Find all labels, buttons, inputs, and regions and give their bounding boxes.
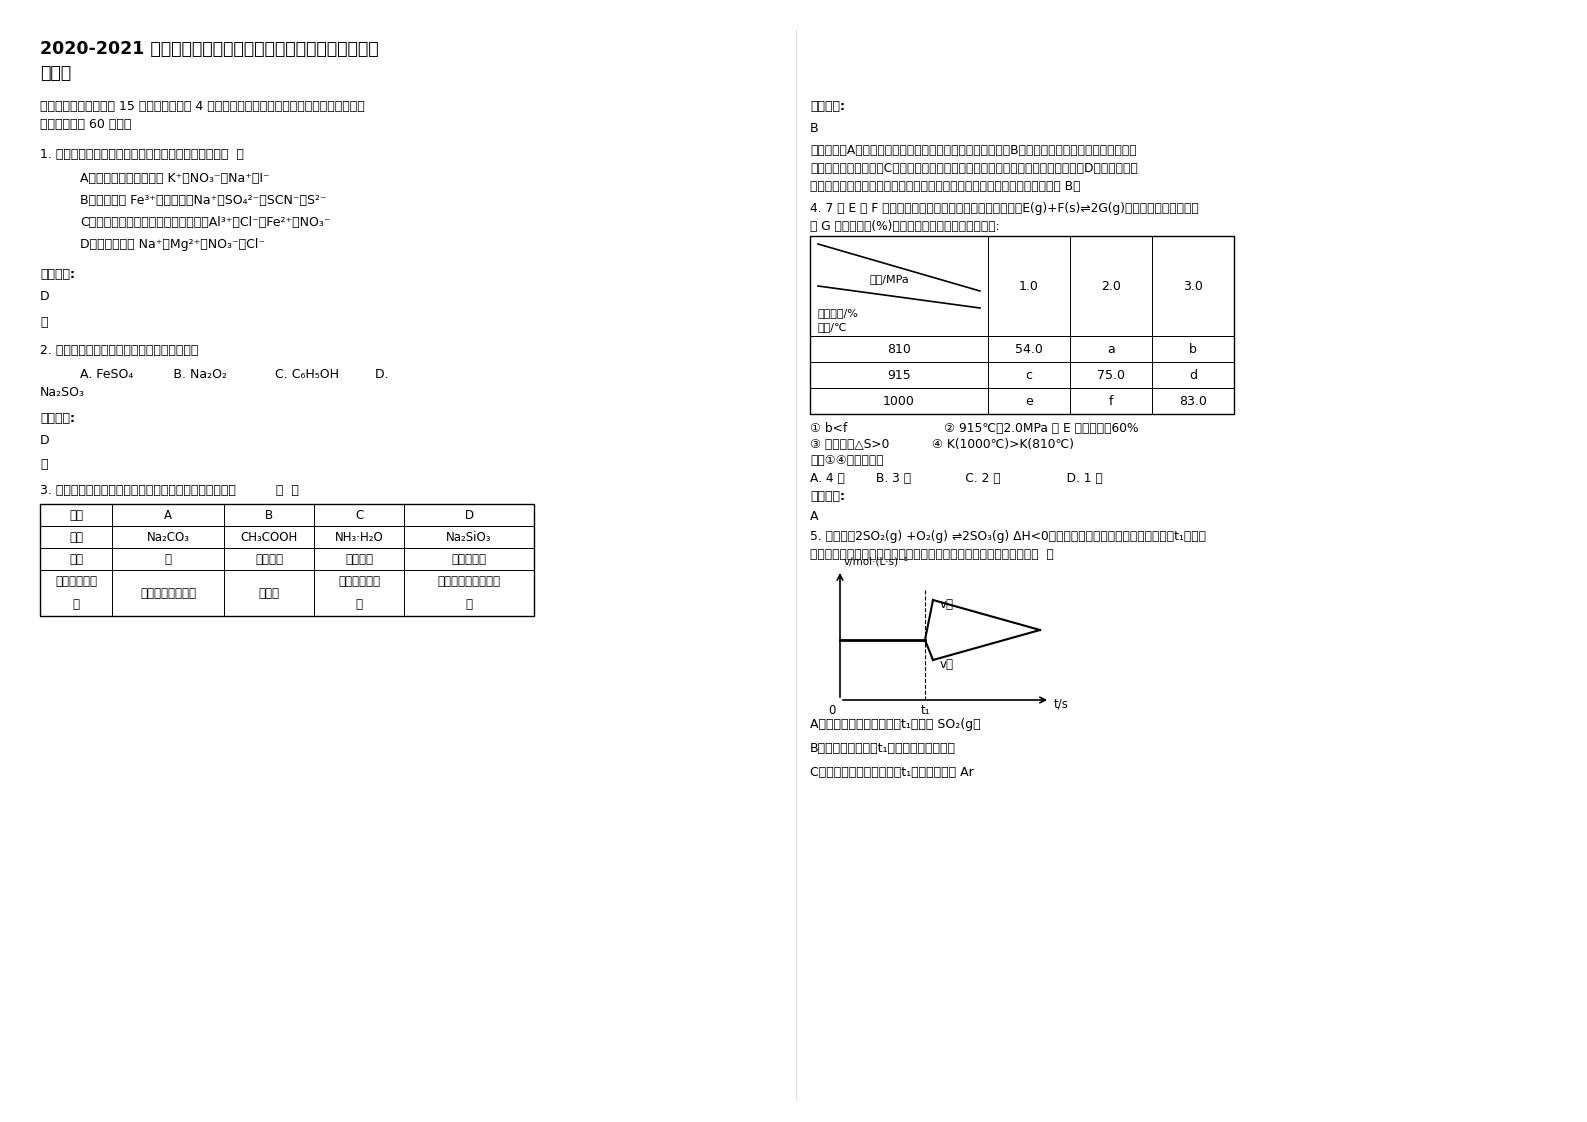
Text: 碱弱酸盐，其水溶液为碱性，所以不能用带玻璃塞的试剂瓶保存，错误，故选 B。: 碱弱酸盐，其水溶液为碱性，所以不能用带玻璃塞的试剂瓶保存，错误，故选 B。 (809, 180, 1081, 193)
Text: f: f (1109, 395, 1112, 407)
Text: 温度/℃: 温度/℃ (817, 322, 847, 332)
Text: 法: 法 (73, 598, 79, 611)
Text: c: c (1025, 368, 1033, 381)
Text: 强碱弱酸盐: 强碱弱酸盐 (451, 552, 487, 565)
Text: CH₃COOH: CH₃COOH (240, 531, 298, 543)
Text: t₁: t₁ (920, 703, 930, 717)
Text: 用来制取食醋，正确；C、一水合氨为弱电解质，易挥发，但不会见光分解，错误；D、硅酸钠为强: 用来制取食醋，正确；C、一水合氨为弱电解质，易挥发，但不会见光分解，错误；D、硅… (809, 162, 1138, 175)
Text: A．维持温度、容积不变，t₁时充入 SO₂(g）: A．维持温度、容积不变，t₁时充入 SO₂(g） (809, 718, 981, 732)
Text: 5. 可逆反应2SO₂(g) +O₂(g) ⇌2SO₃(g) ΔH<0，在一定条件下达到平衡状态，时间为t₁时改变: 5. 可逆反应2SO₂(g) +O₂(g) ⇌2SO₃(g) ΔH<0，在一定条… (809, 530, 1206, 543)
Text: 915: 915 (887, 368, 911, 381)
Text: A．使石蕊变红的溶液中 K⁺、NO₃⁻、Na⁺、I⁻: A．使石蕊变红的溶液中 K⁺、NO₃⁻、Na⁺、I⁻ (79, 172, 270, 185)
Text: B: B (265, 508, 273, 522)
Text: 体积分数/%: 体积分数/% (817, 309, 859, 318)
Text: A. 4 个        B. 3 个              C. 2 个                 D. 1 个: A. 4 个 B. 3 个 C. 2 个 D. 1 个 (809, 472, 1103, 485)
Text: d: d (1189, 368, 1197, 381)
Text: NH₃·H₂O: NH₃·H₂O (335, 531, 384, 543)
Text: A. FeSO₄          B. Na₂O₂            C. C₆H₅OH         D.: A. FeSO₄ B. Na₂O₂ C. C₆H₅OH D. (79, 368, 389, 381)
Text: D: D (465, 508, 473, 522)
Text: D: D (40, 434, 49, 447)
Text: D．无色溶液中 Na⁺、Mg²⁺、NO₃⁻、Cl⁻: D．无色溶液中 Na⁺、Mg²⁺、NO₃⁻、Cl⁻ (79, 238, 265, 251)
Text: 制食醋: 制食醋 (259, 587, 279, 599)
Text: A: A (809, 511, 819, 523)
Text: 用途或储存方: 用途或储存方 (56, 574, 97, 588)
Text: 碱: 碱 (165, 552, 171, 565)
Text: ③ 该反应的△S>0           ④ K(1000℃)>K(810℃): ③ 该反应的△S>0 ④ K(1000℃)>K(810℃) (809, 438, 1074, 451)
Text: 含解析: 含解析 (40, 64, 71, 82)
Text: D: D (40, 289, 49, 303)
Text: 0: 0 (828, 703, 836, 717)
Text: 75.0: 75.0 (1097, 368, 1125, 381)
Text: 带玻璃塞的试剂瓶保: 带玻璃塞的试剂瓶保 (438, 574, 500, 588)
Text: 1.0: 1.0 (1019, 279, 1039, 293)
Text: 时 G 的体积分数(%)随温度和压强的变化如下表所示:: 时 G 的体积分数(%)随温度和压强的变化如下表所示: (809, 220, 1000, 233)
Text: b: b (1189, 342, 1197, 356)
Text: 3.0: 3.0 (1182, 279, 1203, 293)
Text: 条件，化学反应速率与反应时间的关系如图所示。下列说法正确的是（  ）: 条件，化学反应速率与反应时间的关系如图所示。下列说法正确的是（ ） (809, 548, 1054, 561)
Text: 略: 略 (40, 458, 48, 471)
Text: a: a (1108, 342, 1116, 356)
Text: 参考答案:: 参考答案: (40, 268, 75, 280)
Text: 氯碱工业产品之一: 氯碱工业产品之一 (140, 587, 197, 599)
Text: 810: 810 (887, 342, 911, 356)
Text: v逆: v逆 (940, 598, 954, 611)
Text: 物质: 物质 (68, 531, 83, 543)
Text: v/mol·(L·s)⁻¹: v/mol·(L·s)⁻¹ (844, 557, 909, 565)
Text: 2. 通过观察法不能确定下列物质是否变质的是: 2. 通过观察法不能确定下列物质是否变质的是 (40, 344, 198, 357)
Text: A: A (163, 508, 171, 522)
Text: 压强/MPa: 压强/MPa (870, 274, 909, 284)
Text: 类别: 类别 (68, 552, 83, 565)
Text: 棕色瓶密封保: 棕色瓶密封保 (338, 574, 379, 588)
Text: ① b<f                         ② 915℃、2.0MPa 时 E 的转化率为60%: ① b<f ② 915℃、2.0MPa 时 E 的转化率为60% (809, 422, 1138, 435)
Text: 选项: 选项 (68, 508, 83, 522)
Text: 弱电解质: 弱电解质 (256, 552, 282, 565)
Text: 2.0: 2.0 (1101, 279, 1120, 293)
Text: C．能与铝片反应产生氢气的溶液中：Al³⁺、Cl⁻、Fe²⁺、NO₃⁻: C．能与铝片反应产生氢气的溶液中：Al³⁺、Cl⁻、Fe²⁺、NO₃⁻ (79, 217, 330, 229)
Text: B: B (809, 122, 819, 135)
Text: C．维持温度、容积不变，t₁时充入一定量 Ar: C．维持温度、容积不变，t₁时充入一定量 Ar (809, 766, 974, 779)
Text: 参考答案:: 参考答案: (809, 100, 844, 113)
Text: 1000: 1000 (882, 395, 916, 407)
Text: 参考答案:: 参考答案: (809, 490, 844, 503)
Text: 存: 存 (465, 598, 473, 611)
Text: 3. 下列物质、类别、用途或储存方法对应关系都正确的是          （  ）: 3. 下列物质、类别、用途或储存方法对应关系都正确的是 （ ） (40, 484, 298, 497)
Text: 题目要求，共 60 分。）: 题目要求，共 60 分。） (40, 118, 132, 131)
Text: v正: v正 (940, 657, 954, 671)
Text: Na₂SO₃: Na₂SO₃ (40, 386, 86, 399)
Text: B．维持压强不变，t₁时升高反应体系温度: B．维持压强不变，t₁时升高反应体系温度 (809, 742, 955, 755)
Text: 一、单选题（本大题共 15 个小题，每小题 4 分。在每小题给出的四个选项中，只有一项符合: 一、单选题（本大题共 15 个小题，每小题 4 分。在每小题给出的四个选项中，只… (40, 100, 365, 113)
Text: t/s: t/s (1054, 698, 1070, 710)
Text: 存: 存 (355, 598, 362, 611)
Text: 参考答案:: 参考答案: (40, 412, 75, 425)
Text: 54.0: 54.0 (1016, 342, 1043, 356)
Text: e: e (1025, 395, 1033, 407)
Text: B．含有较多 Fe³⁺的溶液中：Na⁺、SO₄²⁻、SCN⁻、S²⁻: B．含有较多 Fe³⁺的溶液中：Na⁺、SO₄²⁻、SCN⁻、S²⁻ (79, 194, 327, 206)
Text: Na₂CO₃: Na₂CO₃ (146, 531, 189, 543)
Bar (40, 504, 533, 616)
Bar (809, 236, 1235, 414)
Text: 试题分析：A、碳酸钠属于盐，不是氯碱工业的产品，错误；B、醋酸是弱酸，所以是弱电解质，可: 试题分析：A、碳酸钠属于盐，不是氯碱工业的产品，错误；B、醋酸是弱酸，所以是弱电… (809, 144, 1136, 157)
Text: Na₂SiO₃: Na₂SiO₃ (446, 531, 492, 543)
Text: 1. 下列各组离子在指定溶液中，一定能大量共存的是（  ）: 1. 下列各组离子在指定溶液中，一定能大量共存的是（ ） (40, 148, 244, 160)
Text: C: C (355, 508, 363, 522)
Text: 2020-2021 学年浙江省金华市东阳塘表中学高三化学期末试卷: 2020-2021 学年浙江省金华市东阳塘表中学高三化学期末试卷 (40, 40, 379, 58)
Text: 4. 7 将 E 和 F 加入密闭容器中，在一定条件下发生反应：E(g)+F(s)⇌2G(g)。忽略固体体积，平衡: 4. 7 将 E 和 F 加入密闭容器中，在一定条件下发生反应：E(g)+F(s… (809, 202, 1198, 215)
Text: 非电解质: 非电解质 (344, 552, 373, 565)
Text: 83.0: 83.0 (1179, 395, 1208, 407)
Text: 上述①④中正确的有: 上述①④中正确的有 (809, 454, 884, 467)
Text: 略: 略 (40, 316, 48, 329)
